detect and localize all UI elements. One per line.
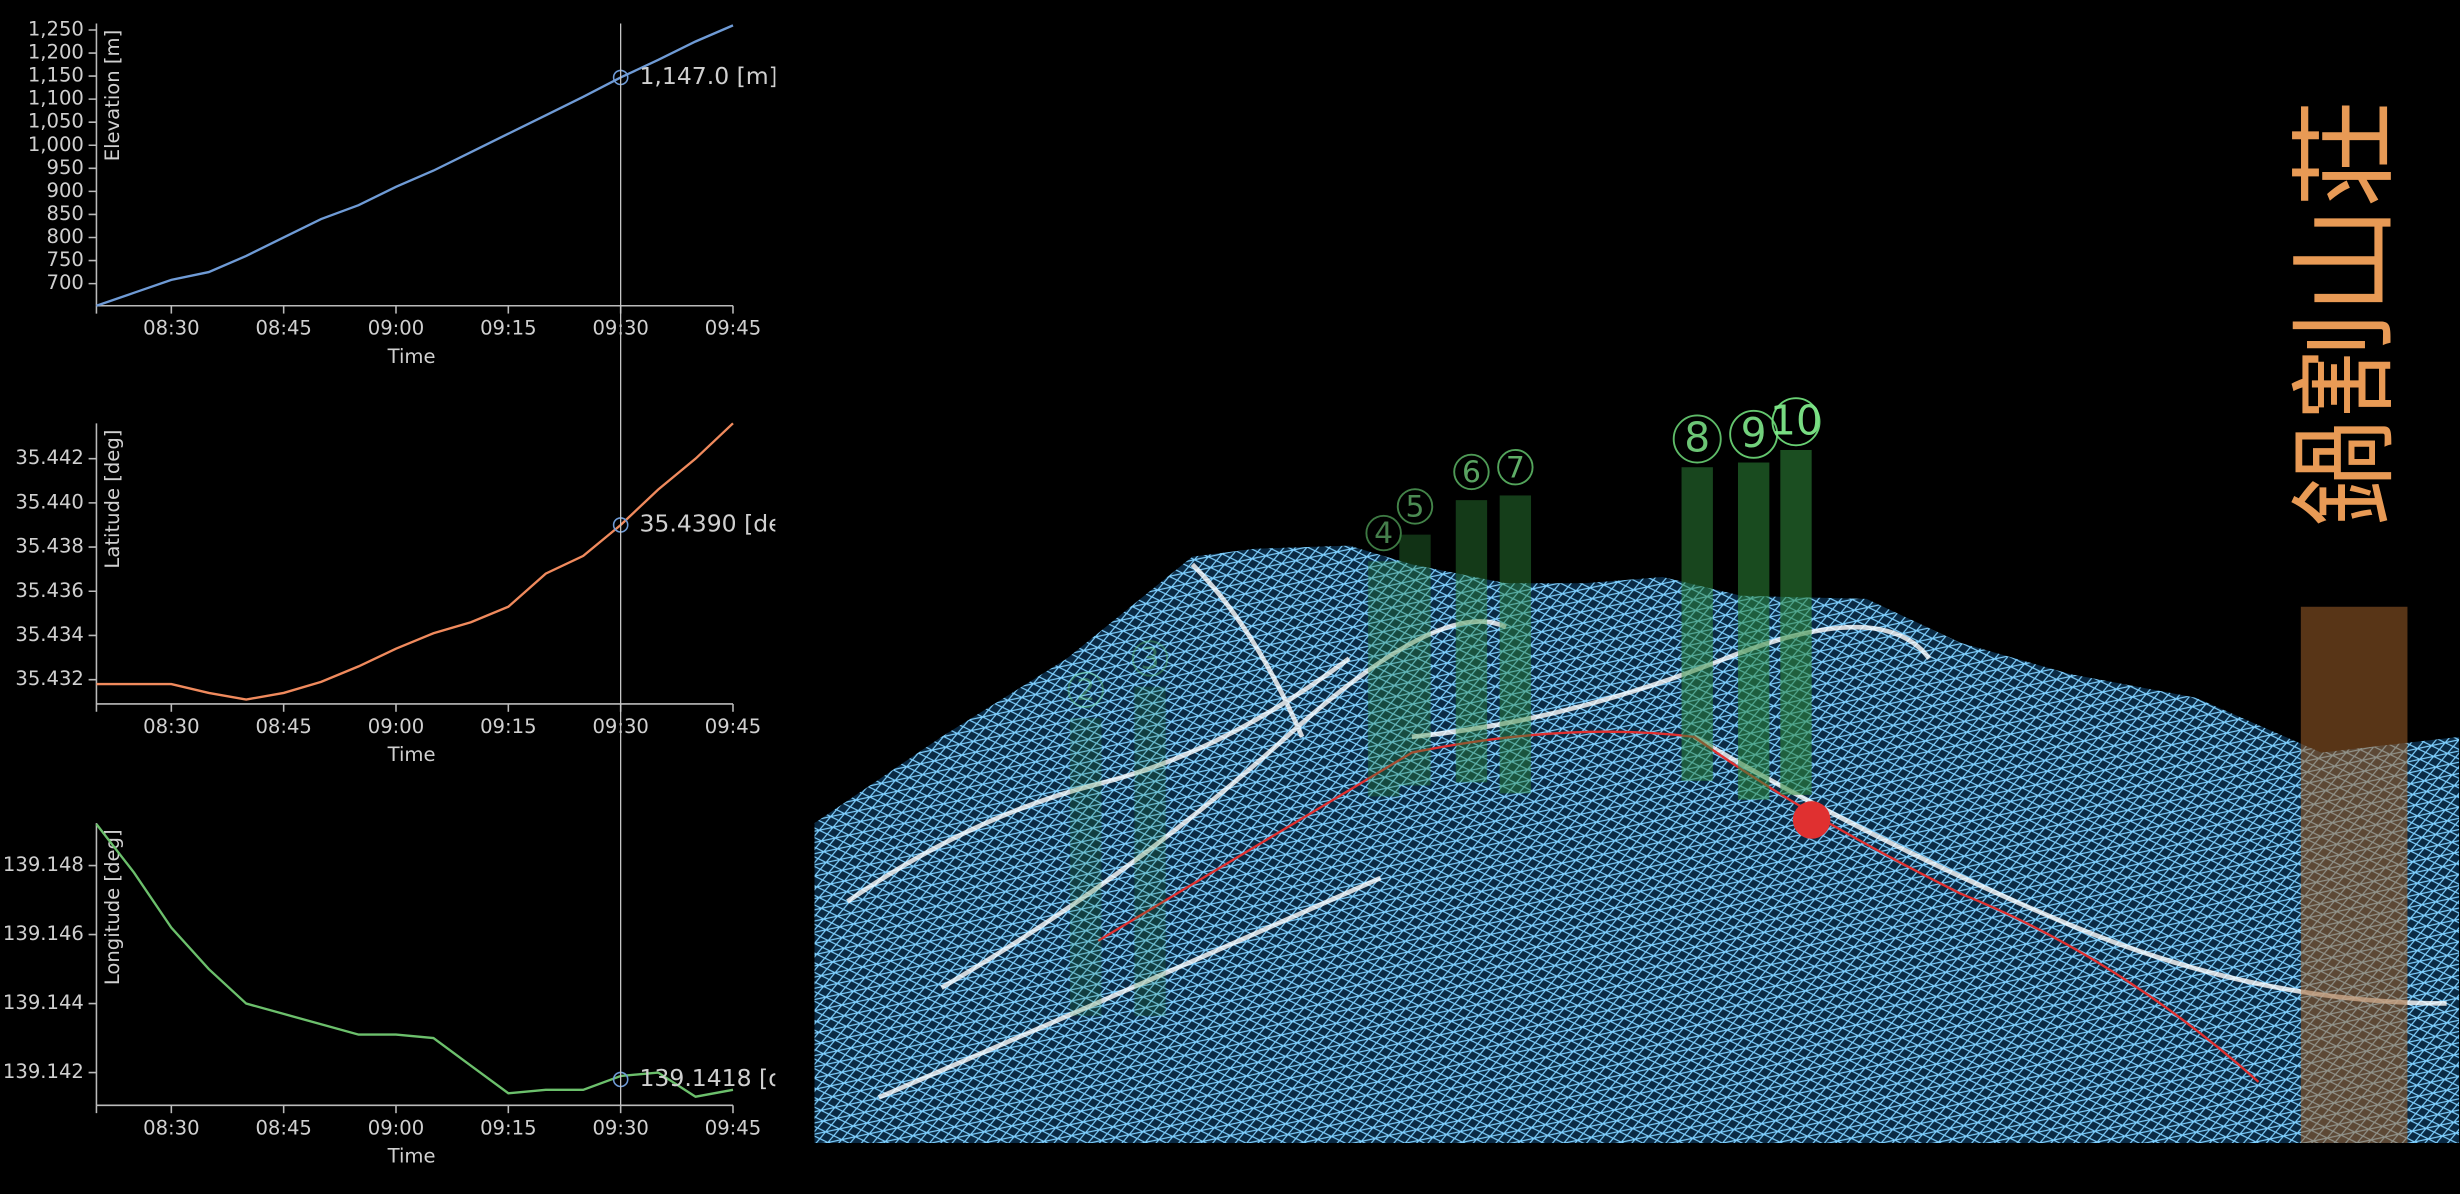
y-tick-label: 950 bbox=[47, 156, 84, 179]
marker-label: 5 bbox=[1406, 489, 1425, 524]
marker-pillar bbox=[1737, 462, 1770, 800]
hut-pillar bbox=[2300, 606, 2408, 1143]
marker-label: 6 bbox=[1462, 455, 1481, 490]
marker-pillar bbox=[1070, 718, 1102, 1016]
y-tick-label: 850 bbox=[47, 202, 84, 225]
y-tick-label: 1,250 bbox=[28, 17, 84, 40]
y-axis-label: Latitude [deg] bbox=[101, 430, 124, 569]
y-tick-label: 35.440 bbox=[15, 490, 84, 513]
marker-label: 2 bbox=[1076, 673, 1095, 708]
marker-pillar bbox=[1499, 495, 1532, 794]
x-tick-label: 09:00 bbox=[368, 715, 424, 738]
y-tick-label: 139.148 bbox=[3, 853, 84, 876]
x-tick-label: 09:45 bbox=[705, 1116, 761, 1139]
x-axis-label: Time bbox=[387, 743, 436, 766]
y-tick-label: 1,200 bbox=[28, 41, 84, 64]
x-axis-label: Time bbox=[387, 345, 436, 368]
x-tick-label: 09:15 bbox=[480, 317, 536, 340]
cursor-label: 139.1418 [deg] bbox=[639, 1064, 821, 1092]
y-axis-label: Elevation [m] bbox=[101, 30, 124, 162]
x-tick-label: 09:30 bbox=[592, 1116, 648, 1139]
y-tick-label: 1,100 bbox=[28, 87, 84, 110]
x-tick-label: 08:30 bbox=[143, 1116, 199, 1139]
series-line bbox=[95, 823, 734, 1098]
x-tick-label: 09:00 bbox=[368, 1116, 424, 1139]
series-line bbox=[96, 422, 734, 701]
marker-ring bbox=[1771, 397, 1821, 447]
y-tick-label: 700 bbox=[47, 271, 84, 294]
cursor-label: 35.4390 [deg] bbox=[639, 509, 806, 537]
marker-label: 10 bbox=[1770, 396, 1822, 444]
x-tick-label: 08:30 bbox=[143, 317, 199, 340]
x-tick-label: 08:45 bbox=[255, 715, 311, 738]
marker-pillar bbox=[1367, 561, 1400, 797]
x-tick-label: 09:45 bbox=[705, 317, 761, 340]
x-tick-label: 09:15 bbox=[480, 1116, 536, 1139]
y-tick-label: 800 bbox=[47, 225, 84, 248]
cursor-label: 1,147.0 [m] bbox=[639, 62, 777, 90]
marker-label: 8 bbox=[1684, 414, 1710, 462]
y-tick-label: 35.442 bbox=[15, 446, 84, 469]
y-tick-label: 1,150 bbox=[28, 64, 84, 87]
marker-ring bbox=[1497, 449, 1534, 486]
y-tick-label: 900 bbox=[47, 179, 84, 202]
y-tick-label: 139.142 bbox=[3, 1060, 84, 1083]
x-tick-label: 08:45 bbox=[255, 1116, 311, 1139]
marker-ring bbox=[1067, 671, 1104, 709]
marker-label: 4 bbox=[1374, 516, 1393, 551]
marker-label: 7 bbox=[1506, 450, 1525, 485]
y-tick-label: 35.432 bbox=[15, 667, 84, 690]
marker-pillar bbox=[1455, 500, 1488, 783]
x-tick-label: 08:45 bbox=[255, 317, 311, 340]
marker-pillar bbox=[1399, 534, 1431, 786]
y-tick-label: 750 bbox=[47, 248, 84, 271]
hut-label: 鍋割山荘 bbox=[2284, 100, 2408, 526]
y-tick-label: 35.436 bbox=[15, 579, 84, 602]
marker-pillar bbox=[1681, 467, 1713, 781]
x-tick-label: 09:15 bbox=[480, 715, 536, 738]
current-position bbox=[1792, 801, 1831, 839]
marker-ring bbox=[1729, 409, 1779, 459]
x-axis-label: Time bbox=[387, 1145, 436, 1168]
marker-pillar bbox=[1134, 686, 1166, 1016]
y-tick-label: 1,000 bbox=[28, 133, 84, 156]
x-tick-label: 08:30 bbox=[143, 715, 199, 738]
marker-ring bbox=[1131, 640, 1169, 677]
y-tick-label: 139.146 bbox=[3, 922, 84, 945]
terrain-mesh bbox=[814, 545, 2460, 1143]
marker-label: 3 bbox=[1141, 642, 1160, 677]
x-tick-label: 09:45 bbox=[705, 715, 761, 738]
marker-label: 9 bbox=[1741, 409, 1767, 457]
marker-ring bbox=[1672, 414, 1722, 464]
x-tick-label: 09:00 bbox=[368, 317, 424, 340]
y-tick-label: 35.438 bbox=[15, 535, 84, 558]
marker-ring bbox=[1396, 488, 1434, 525]
y-tick-label: 1,050 bbox=[28, 110, 84, 133]
series-line bbox=[96, 24, 734, 307]
marker-ring bbox=[1453, 453, 1490, 491]
y-axis-label: Longitude [deg] bbox=[101, 829, 124, 985]
y-tick-label: 139.144 bbox=[3, 991, 84, 1014]
marker-pillar bbox=[1780, 449, 1812, 795]
y-tick-label: 35.434 bbox=[15, 623, 84, 646]
marker-ring bbox=[1365, 514, 1402, 552]
